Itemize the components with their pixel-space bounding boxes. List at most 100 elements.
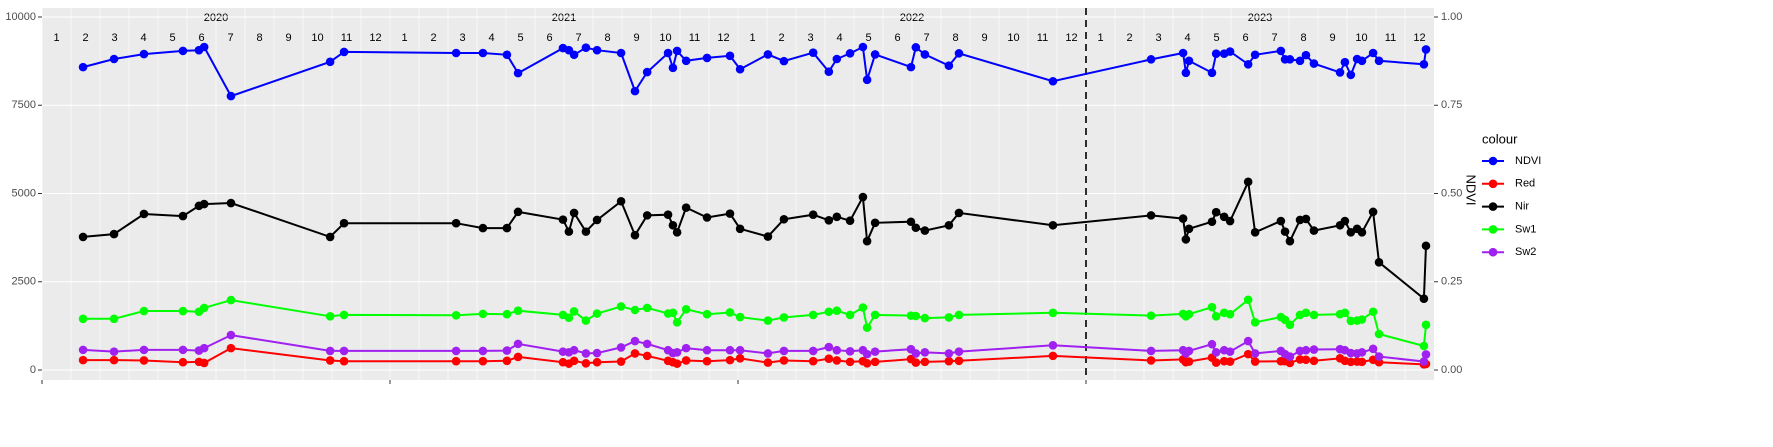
point	[1250, 349, 1260, 358]
point	[325, 57, 335, 67]
point	[763, 316, 773, 325]
month-label: 5	[1213, 32, 1219, 44]
point	[199, 343, 209, 353]
point	[1243, 295, 1253, 305]
point	[944, 61, 954, 71]
point	[1419, 294, 1429, 303]
point	[226, 330, 236, 340]
legend-label: NDVI	[1515, 155, 1541, 167]
point	[911, 223, 921, 233]
legend-title: colour	[1482, 131, 1518, 146]
point	[325, 356, 335, 365]
point	[513, 68, 523, 78]
point	[1184, 346, 1194, 356]
month-label: 7	[227, 32, 233, 44]
month-label: 2	[778, 32, 784, 44]
point	[824, 67, 834, 77]
point	[592, 215, 602, 225]
year-label: 2022	[900, 12, 924, 24]
point	[513, 352, 523, 362]
point	[642, 351, 652, 361]
point	[1309, 226, 1319, 235]
point	[199, 199, 209, 209]
month-label: 12	[717, 32, 729, 44]
month-label: 11	[341, 32, 352, 44]
point	[581, 316, 591, 325]
point	[616, 343, 626, 352]
month-label: 11	[1037, 32, 1048, 44]
point	[226, 198, 236, 208]
point	[451, 218, 461, 228]
point	[779, 56, 789, 66]
point	[1207, 217, 1217, 227]
month-label: 2	[82, 32, 88, 44]
point	[725, 51, 735, 61]
month-label: 7	[923, 32, 929, 44]
point	[1146, 211, 1156, 220]
point	[954, 347, 964, 356]
legend-dot	[1488, 247, 1498, 257]
point	[920, 348, 930, 357]
point	[1285, 55, 1295, 64]
point	[1178, 48, 1188, 58]
point	[735, 354, 745, 363]
y-tick-label: 10000	[5, 11, 36, 23]
month-label: 5	[865, 32, 871, 44]
year-label: 2020	[204, 12, 228, 24]
month-label: 10	[1007, 32, 1019, 44]
point	[325, 312, 335, 321]
point	[779, 313, 789, 322]
point	[1295, 56, 1305, 66]
point	[1225, 309, 1235, 319]
point	[725, 209, 735, 218]
year-label: 2023	[1248, 12, 1272, 24]
point	[763, 50, 773, 59]
y-tick-label: 2500	[12, 276, 36, 288]
point	[944, 313, 954, 322]
point	[339, 47, 349, 57]
point	[862, 75, 872, 85]
month-label: 12	[369, 32, 381, 44]
point	[592, 357, 602, 367]
point	[668, 308, 678, 318]
point	[1211, 312, 1221, 321]
point	[1250, 50, 1260, 60]
point	[630, 86, 640, 96]
point	[681, 356, 691, 365]
month-label: 2	[1126, 32, 1132, 44]
point	[725, 355, 735, 365]
point	[832, 345, 842, 355]
month-label: 9	[1329, 32, 1335, 44]
point	[944, 220, 954, 230]
point	[1309, 59, 1319, 68]
point	[808, 310, 818, 320]
point	[1243, 336, 1253, 346]
point	[451, 48, 461, 58]
point	[1374, 258, 1384, 267]
point	[735, 345, 745, 355]
point	[808, 210, 818, 219]
month-label: 10	[1355, 32, 1367, 44]
point	[1421, 45, 1431, 54]
point	[858, 192, 868, 202]
point	[569, 356, 579, 366]
point	[808, 346, 818, 356]
point	[845, 216, 855, 225]
point	[1368, 48, 1378, 58]
month-label: 10	[311, 32, 323, 44]
point	[325, 232, 335, 242]
point	[870, 347, 880, 356]
month-label: 9	[285, 32, 291, 44]
point	[1419, 60, 1429, 69]
month-label: 8	[604, 32, 610, 44]
point	[1181, 235, 1191, 244]
point	[920, 226, 930, 235]
point	[672, 46, 682, 56]
legend-label: Nir	[1515, 201, 1529, 213]
point	[478, 309, 488, 319]
point	[109, 229, 119, 239]
point	[1301, 308, 1311, 318]
point	[78, 62, 88, 72]
month-label: 4	[1184, 32, 1190, 44]
